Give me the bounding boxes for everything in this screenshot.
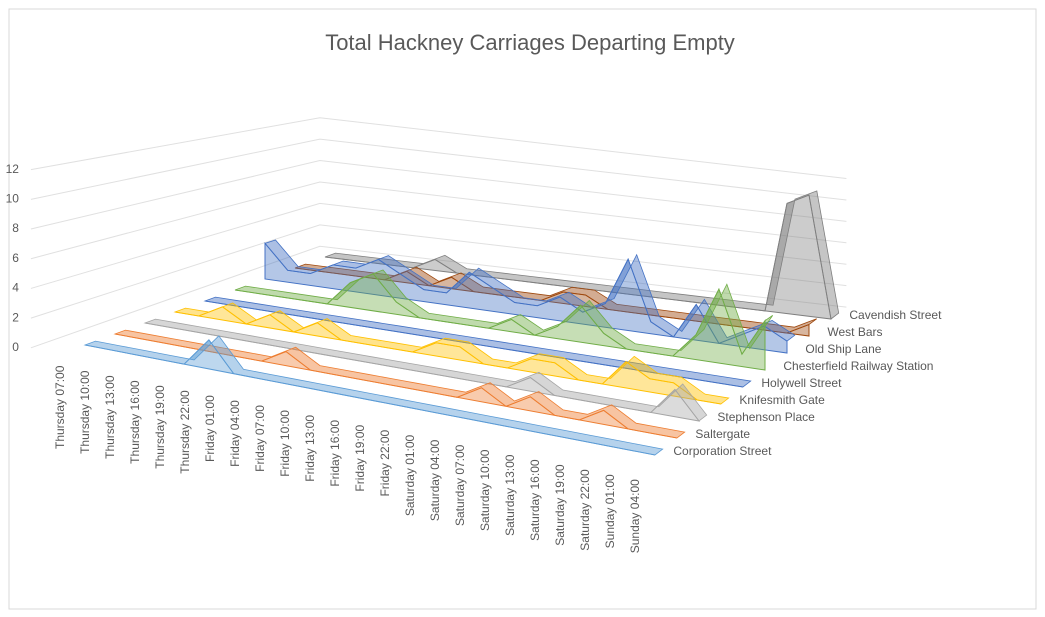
x-tick-label: Friday 13:00 <box>303 415 317 482</box>
grid-line <box>30 202 847 289</box>
area <box>294 267 810 337</box>
x-tick-label: Thursday 19:00 <box>153 385 167 469</box>
x-tick-label: Thursday 16:00 <box>128 380 142 464</box>
x-tick-label: Thursday 22:00 <box>178 390 192 474</box>
grid-line <box>30 117 847 180</box>
chart-area <box>8 8 1037 610</box>
x-tick-label: Thursday 13:00 <box>103 375 117 459</box>
y-tick-label: 2 <box>12 310 19 324</box>
series-label: Cavendish Street <box>849 308 942 322</box>
area <box>114 333 678 439</box>
series-label: Saltergate <box>695 427 750 441</box>
area <box>264 241 788 354</box>
x-tick-label: Saturday 04:00 <box>428 439 442 521</box>
y-tick-label: 6 <box>12 251 19 265</box>
x-tick-label: Saturday 10:00 <box>478 449 492 531</box>
series-label: Knifesmith Gate <box>739 393 825 407</box>
x-tick-label: Friday 04:00 <box>228 400 242 467</box>
grid-line <box>30 181 847 260</box>
x-tick-label: Sunday 01:00 <box>603 474 617 548</box>
x-tick-label: Thursday 10:00 <box>78 370 92 454</box>
x-tick-label: Friday 22:00 <box>378 429 392 496</box>
x-tick-label: Saturday 16:00 <box>528 459 542 541</box>
series-label: Corporation Street <box>673 444 772 458</box>
series-label: West Bars <box>827 325 882 339</box>
y-tick-label: 0 <box>12 340 19 354</box>
y-tick-label: 4 <box>12 281 19 295</box>
y-tick-label: 12 <box>6 162 20 176</box>
x-tick-label: Friday 07:00 <box>253 405 267 472</box>
area <box>84 339 656 456</box>
x-tick-label: Sunday 04:00 <box>628 479 642 553</box>
x-tick-label: Saturday 22:00 <box>578 469 592 551</box>
area <box>234 273 766 371</box>
series-label: Old Ship Lane <box>805 342 881 356</box>
area <box>174 306 722 405</box>
y-tick-label: 8 <box>12 221 19 235</box>
grid-line <box>30 224 847 319</box>
x-tick-label: Saturday 13:00 <box>503 454 517 536</box>
x-tick-label: Saturday 01:00 <box>403 434 417 516</box>
x-tick-label: Saturday 07:00 <box>453 444 467 526</box>
x-tick-label: Friday 16:00 <box>328 420 342 487</box>
series-label: Stephenson Place <box>717 410 815 424</box>
x-tick-label: Friday 19:00 <box>353 425 367 492</box>
x-tick-label: Saturday 19:00 <box>553 464 567 546</box>
x-tick-label: Thursday 07:00 <box>53 365 67 449</box>
chart-title: Total Hackney Carriages Departing Empty <box>325 30 735 55</box>
grid-line <box>30 138 847 201</box>
series-label: Chesterfield Railway Station <box>783 359 933 373</box>
area <box>144 322 701 422</box>
grid-line <box>30 245 847 349</box>
x-tick-label: Friday 01:00 <box>203 395 217 462</box>
x-tick-label: Friday 10:00 <box>278 410 292 477</box>
series-label: Holywell Street <box>761 376 842 390</box>
y-tick-label: 10 <box>6 192 20 206</box>
grid-line <box>30 160 847 230</box>
